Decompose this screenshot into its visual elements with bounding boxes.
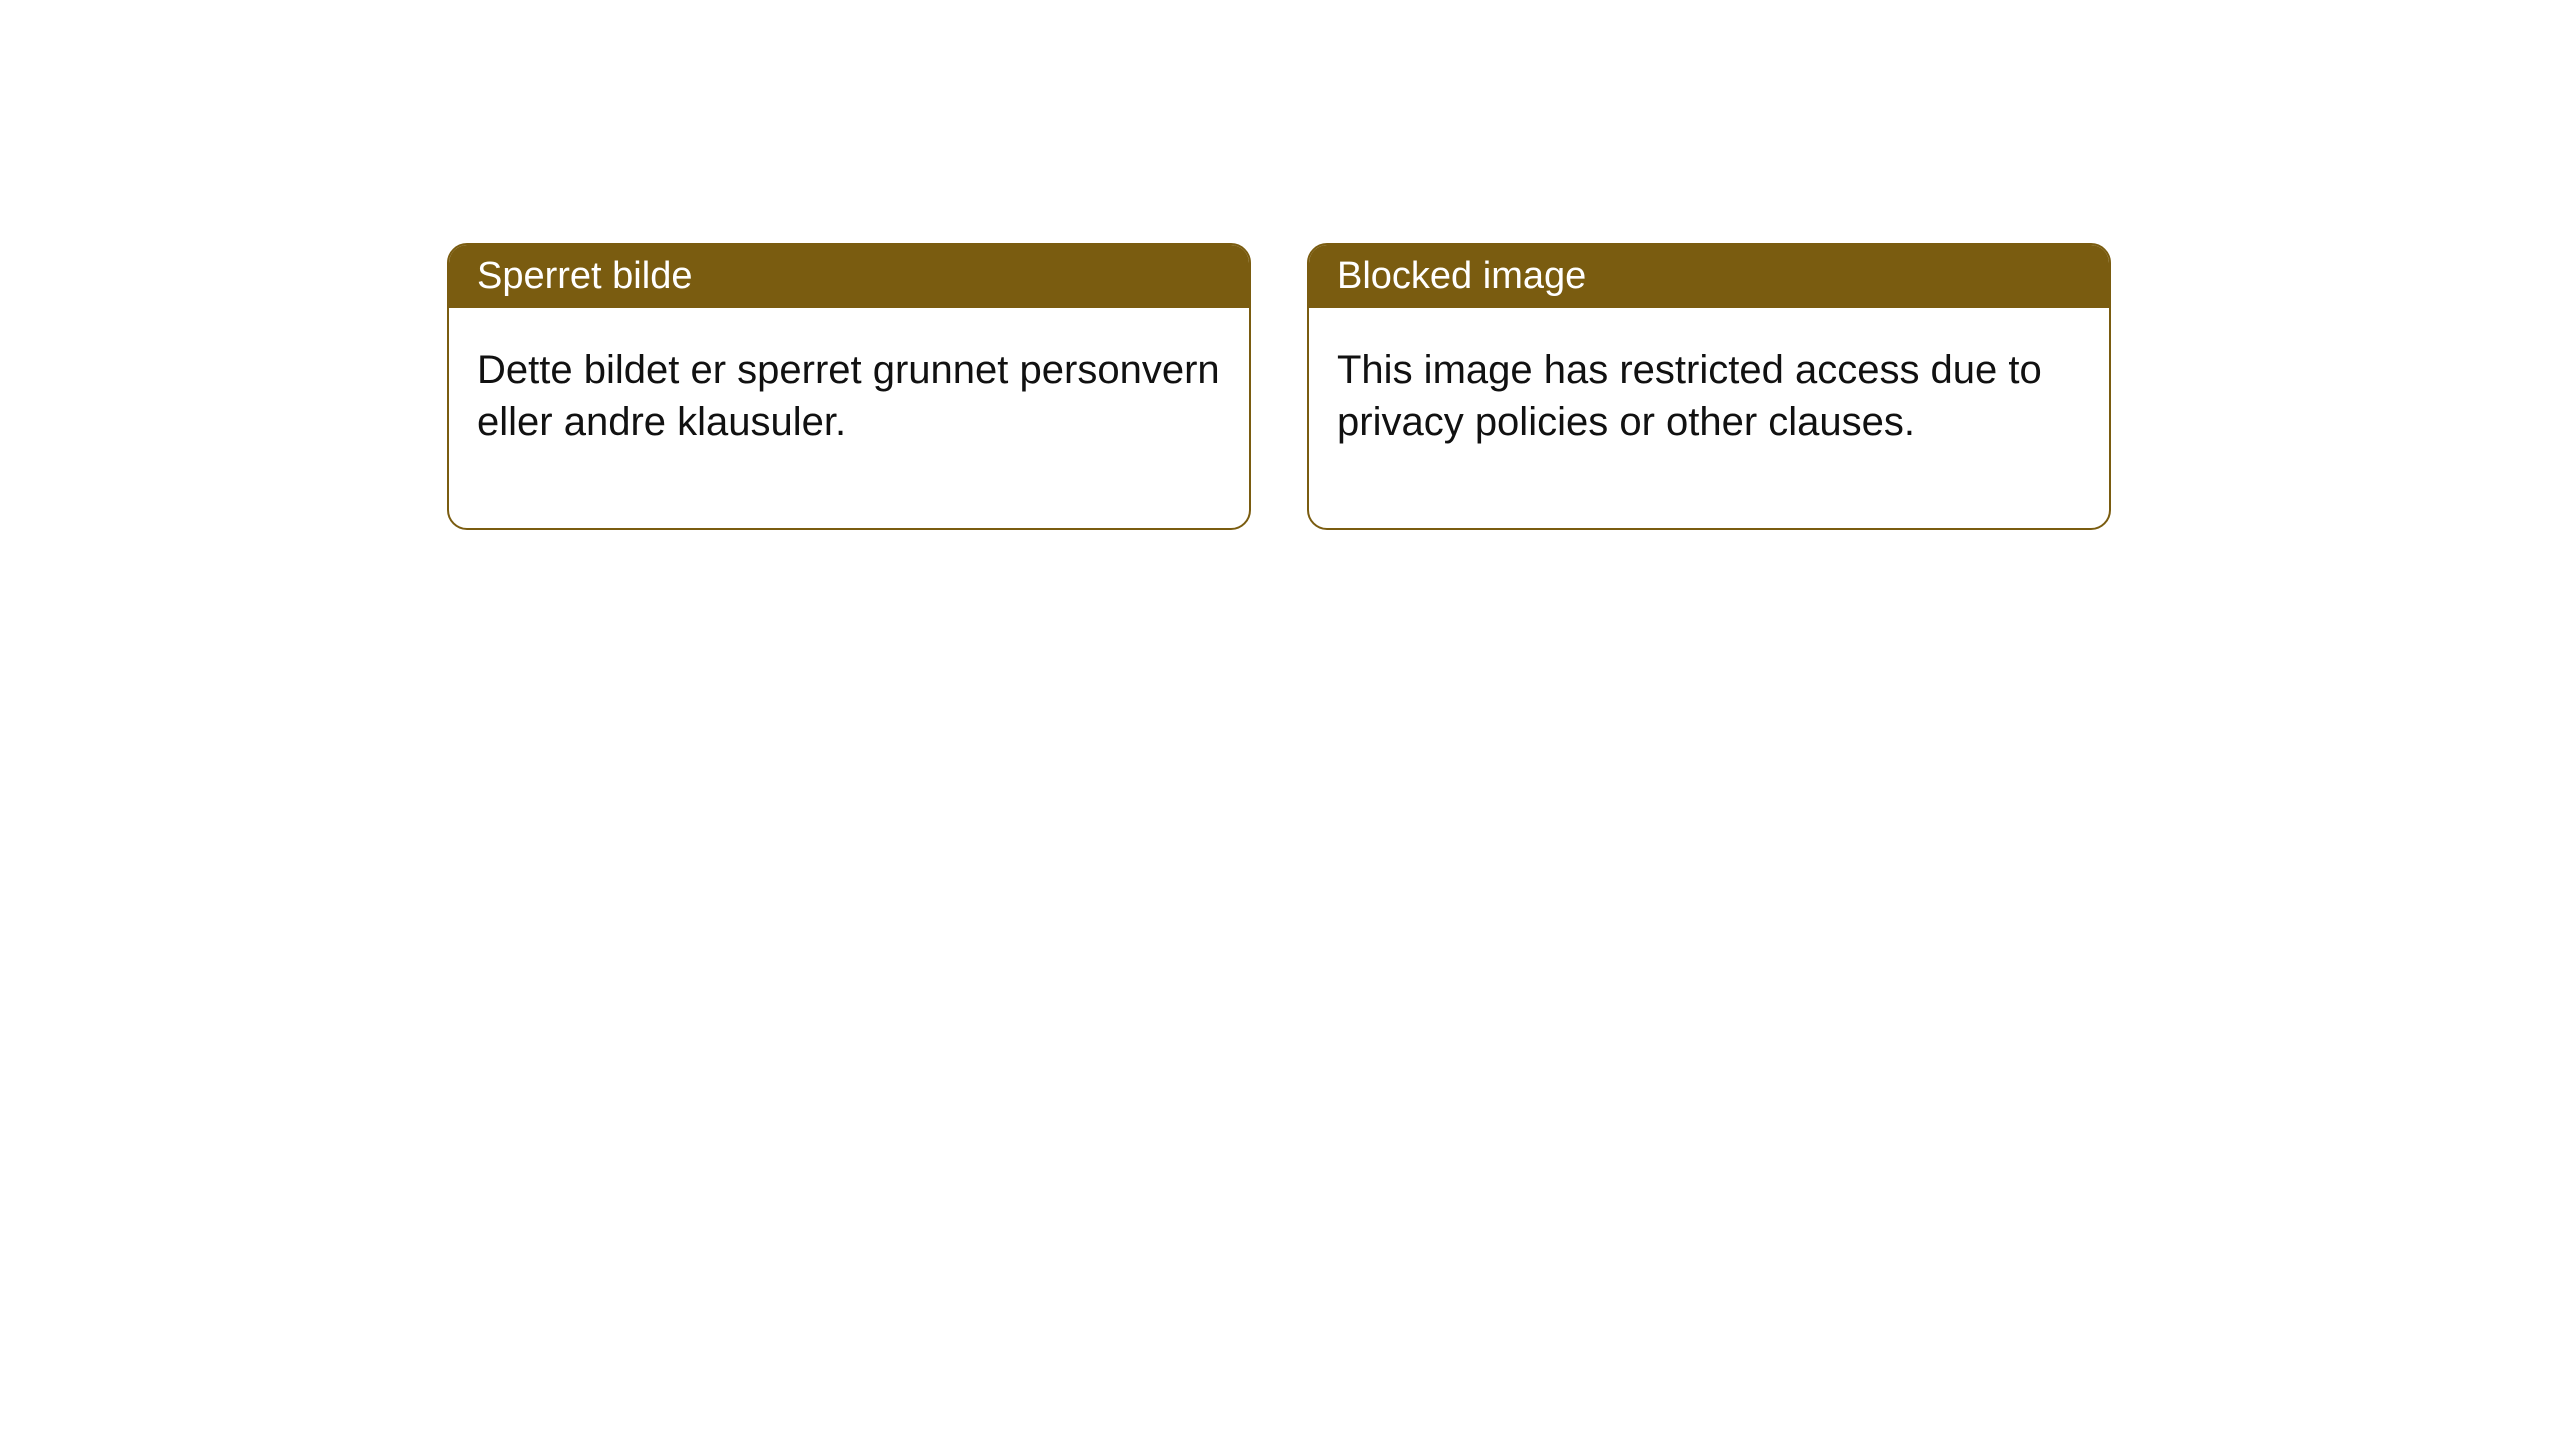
notice-card-english: Blocked image This image has restricted …	[1307, 243, 2111, 530]
notice-container: Sperret bilde Dette bildet er sperret gr…	[447, 243, 2111, 530]
notice-header: Blocked image	[1309, 245, 2109, 308]
notice-body-text: This image has restricted access due to …	[1337, 348, 2042, 444]
notice-body: This image has restricted access due to …	[1309, 308, 2109, 528]
notice-body-text: Dette bildet er sperret grunnet personve…	[477, 348, 1220, 444]
notice-header: Sperret bilde	[449, 245, 1249, 308]
notice-card-norwegian: Sperret bilde Dette bildet er sperret gr…	[447, 243, 1251, 530]
notice-title: Sperret bilde	[477, 255, 692, 297]
notice-title: Blocked image	[1337, 255, 1586, 297]
notice-body: Dette bildet er sperret grunnet personve…	[449, 308, 1249, 528]
